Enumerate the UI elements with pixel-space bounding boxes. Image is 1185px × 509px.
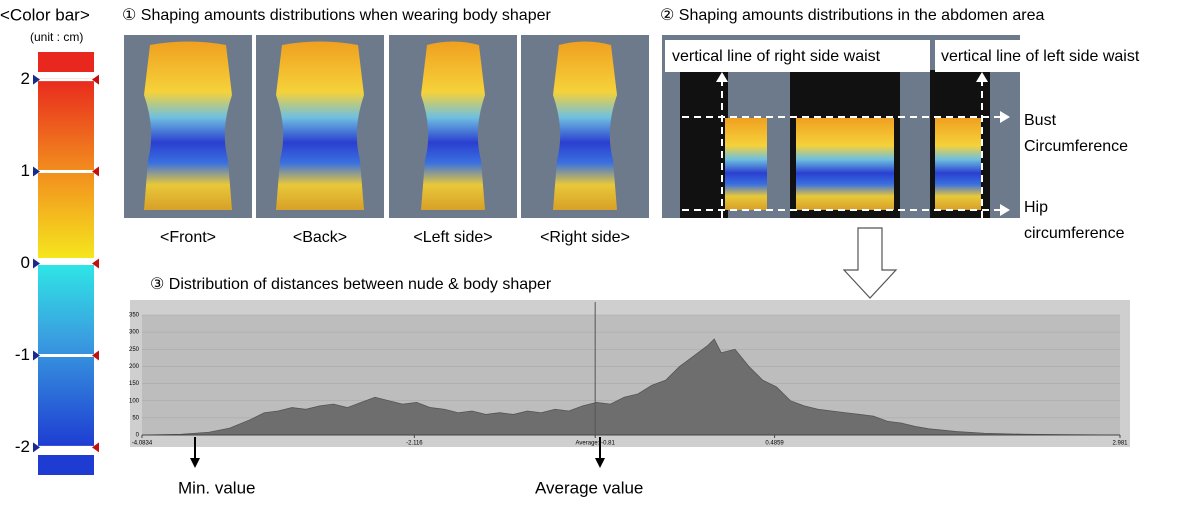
color-bar: <Color bar> (unit : cm) 2 1 0 -1 -2 [0,5,99,475]
arrow-head [595,458,605,468]
chart-title: ③ Distribution of distances between nude… [150,276,552,293]
scan [796,118,894,210]
view-label: <Left side> [413,229,492,246]
scan [553,42,617,211]
panel-2: ② Shaping amounts distributions in the a… [660,7,1185,298]
panel-title: ① Shaping amounts distributions when wea… [122,7,551,24]
x-tick-label: 2.981 [1112,441,1128,447]
scan [144,42,232,211]
color-bar-title: <Color bar> [0,5,90,24]
panel-1: ① Shaping amounts distributions when wea… [122,7,649,246]
tick-label: 2 [21,69,30,88]
label: Bust [1024,112,1057,129]
annotation: Average value [535,478,643,497]
tick-label: 0 [21,253,30,272]
y-tick-label: 150 [129,381,140,387]
y-tick-label: 250 [129,347,140,353]
swatch [38,52,94,72]
label: vertical line of right side waist [672,48,881,65]
scan [421,42,485,211]
tick-label: 1 [21,161,30,180]
arrow-head [190,458,200,468]
x-tick-label: 0.4859 [765,441,784,447]
scan [276,42,364,211]
color-bar-unit: (unit : cm) [30,30,83,44]
label: Circumference [1024,138,1128,155]
photo-part [680,70,728,218]
panel-3: ③ Distribution of distances between nude… [129,276,1130,497]
y-tick-label: 350 [129,313,140,319]
swatch [38,455,94,475]
view-label: <Front> [160,229,216,246]
label: circumference [1024,225,1125,242]
x-tick-label: Average: -0.81 [576,441,616,447]
label: Hip [1024,199,1048,216]
figure: <Color bar> (unit : cm) 2 1 0 -1 -2 ① Shapin… [0,0,1185,504]
y-tick-label: 300 [129,330,140,336]
y-tick-label: 200 [129,364,140,370]
swatch [38,78,94,258]
down-arrow [844,228,896,298]
y-tick-label: 100 [129,398,140,404]
tick-label: -2 [15,437,30,456]
view-label: <Right side> [540,229,630,246]
tick-label: -1 [15,345,30,364]
annotation: Min. value [178,478,255,497]
view-label: <Back> [293,229,347,246]
panel-title: ② Shaping amounts distributions in the a… [660,7,1044,24]
y-tick-label: 50 [132,415,139,421]
scan [935,118,981,210]
label: vertical line of left side waist [941,48,1140,65]
x-tick-label: -2.116 [406,441,423,447]
scan [725,118,767,210]
x-tick-label: -4.0834 [132,441,153,447]
